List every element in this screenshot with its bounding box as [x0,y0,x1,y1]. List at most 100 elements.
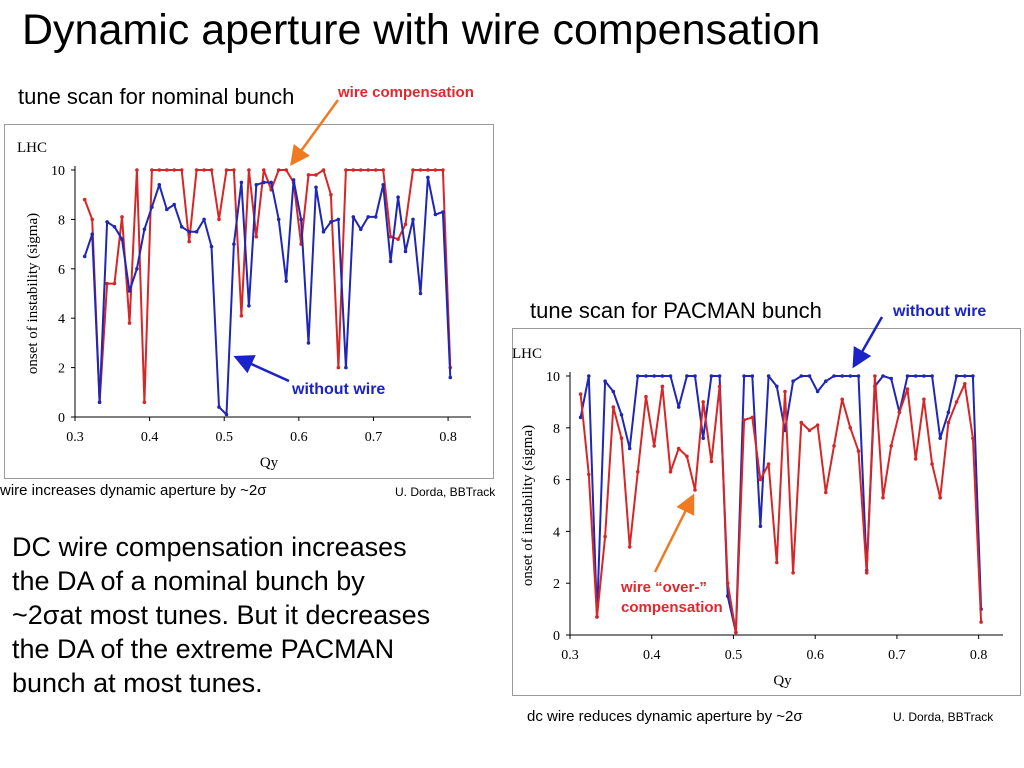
data-point-red [799,420,804,425]
data-point-red [403,222,408,227]
body-line: the DA of the extreme PACMAN [12,634,395,664]
data-point-blue [284,279,289,283]
y-tick-label: 8 [58,213,65,228]
data-point-blue [165,207,169,212]
left-footnote: wire increases dynamic aperture by ~2σ [0,482,267,499]
data-point-blue [314,185,318,190]
data-point-blue [676,405,681,409]
data-point-red [889,444,893,448]
data-point-blue [359,227,363,232]
data-point-red [873,374,877,378]
x-axis-label: Qy [260,455,279,471]
data-point-red [954,400,959,404]
data-point-red [194,168,199,172]
chart-frame [512,328,1021,696]
data-point-red [262,168,266,172]
data-point-red [276,168,281,172]
data-point-red [254,234,259,239]
data-point-red [165,168,169,172]
data-point-blue [636,374,640,378]
data-point-blue [239,180,244,185]
data-point-blue [775,384,779,389]
wire-compensation-note: wire compensation [338,84,474,101]
y-axis-label: onset of instability (sigma) [520,425,536,586]
x-tick-label: 0.7 [888,648,906,663]
data-point-red [329,192,333,197]
data-point-blue [433,212,438,217]
data-point-red [418,168,423,172]
data-point-blue [725,594,730,598]
data-point-red [766,462,771,466]
data-point-red [120,215,124,219]
data-point-blue [685,374,689,378]
data-point-blue [619,413,624,417]
data-point-blue [840,374,844,378]
left-credit: U. Dorda, BBTrack [395,485,496,499]
y-tick-label: 2 [58,362,65,377]
data-point-blue [587,374,591,378]
data-point-red [676,446,681,451]
x-tick-label: 0.6 [806,648,824,663]
data-point-red [587,472,591,477]
data-point-red [578,392,583,396]
data-point-blue [742,374,746,378]
data-point-red [783,389,787,394]
data-point-blue [418,291,423,296]
data-point-red [946,420,951,425]
data-point-blue [578,415,583,420]
data-point-red [734,630,738,635]
x-axis-label: Qy [773,673,792,689]
data-point-red [668,470,673,474]
data-point-blue [946,410,951,415]
data-point-blue [179,225,184,229]
data-point-blue [306,341,311,345]
data-point-red [90,217,94,222]
data-point-red [314,173,318,177]
data-point-blue [889,376,893,381]
right-footnote: dc wire reduces dynamic aperture by ~2σ [527,708,803,725]
data-point-red [411,168,415,172]
data-point-red [913,457,918,461]
x-tick-label: 0.3 [561,648,579,663]
series-group [82,168,453,417]
data-point-red [232,168,236,172]
data-point-red [709,459,714,464]
data-point-blue [799,374,804,378]
data-point-blue [82,254,87,259]
without-wire-note-right: without wire [893,303,987,320]
data-point-blue [905,374,910,378]
data-point-red [112,281,117,286]
data-point-blue [291,178,296,182]
data-point-blue [701,436,705,440]
data-point-blue [97,400,102,405]
data-point-red [791,571,795,575]
data-point-blue [142,227,147,232]
data-point-blue [603,379,607,383]
over-compensation-line: wire “over-” [621,579,707,596]
data-point-red [775,560,779,565]
data-point-blue [848,374,853,378]
x-tick-label: 0.5 [215,430,233,445]
right-credit: U. Dorda, BBTrack [893,710,994,724]
left-panel-caption: tune scan for nominal bunch [18,84,295,109]
y-tick-label: 6 [58,263,65,278]
data-point-red [433,168,438,172]
data-point-blue [930,374,934,378]
data-point-red [209,168,214,172]
data-point-blue [321,230,326,234]
corner-label: LHC [17,140,47,156]
data-point-blue [351,215,356,219]
data-point-red [373,168,378,172]
data-point-red [366,168,371,172]
data-point-red [359,168,363,172]
data-point-red [142,400,147,405]
y-tick-label: 10 [51,164,65,179]
x-tick-label: 0.4 [643,648,661,663]
data-point-red [832,444,836,448]
data-point-blue [194,230,199,234]
data-point-red [815,423,820,427]
data-point-blue [693,374,697,378]
data-point-blue [709,374,714,378]
over-compensation-arrow [653,493,695,573]
